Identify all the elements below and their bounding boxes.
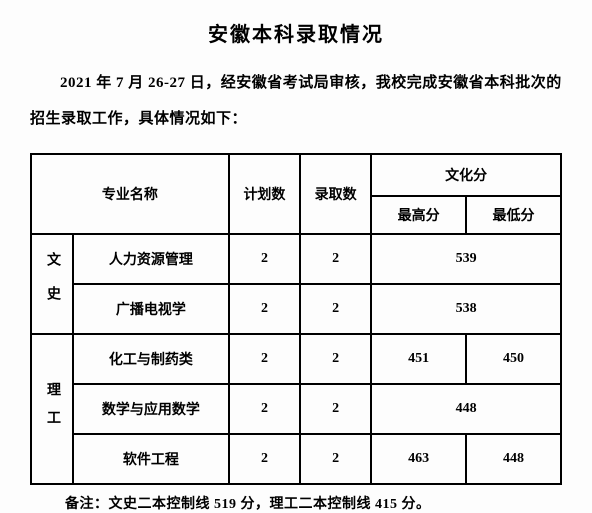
cell-major: 数学与应用数学	[73, 384, 229, 434]
cell-plan: 2	[229, 284, 300, 334]
header-culture: 文化分	[371, 154, 561, 196]
cell-major: 软件工程	[73, 434, 229, 484]
cell-plan: 2	[229, 234, 300, 284]
cell-major: 化工与制药类	[73, 334, 229, 384]
cell-admit: 2	[300, 284, 371, 334]
header-major: 专业名称	[31, 154, 229, 234]
header-low: 最低分	[466, 196, 561, 234]
cell-admit: 2	[300, 434, 371, 484]
cell-major: 广播电视学	[73, 284, 229, 334]
header-high: 最高分	[371, 196, 466, 234]
category-wenshi: 文史	[31, 234, 73, 334]
cell-major: 人力资源管理	[73, 234, 229, 284]
cell-low: 448	[466, 434, 561, 484]
page-title: 安徽本科录取情况	[30, 18, 562, 47]
cell-admit: 2	[300, 334, 371, 384]
cell-high: 451	[371, 334, 466, 384]
cell-admit: 2	[300, 234, 371, 284]
cell-plan: 2	[229, 334, 300, 384]
admission-table: 专业名称 计划数 录取数 文化分 最高分 最低分 文史 人力资源管理 2 2 5…	[30, 153, 562, 485]
cell-score-merged: 539	[371, 234, 561, 284]
intro-text: 2021 年 7 月 26-27 日，经安徽省考试局审核，我校完成安徽省本科批次…	[30, 65, 562, 137]
cell-plan: 2	[229, 434, 300, 484]
cell-high: 463	[371, 434, 466, 484]
cell-plan: 2	[229, 384, 300, 434]
note-text: 备注：文史二本控制线 519 分，理工二本控制线 415 分。	[30, 493, 562, 513]
header-plan: 计划数	[229, 154, 300, 234]
cell-admit: 2	[300, 384, 371, 434]
category-ligong: 理工	[31, 334, 73, 484]
cell-score-merged: 538	[371, 284, 561, 334]
cell-low: 450	[466, 334, 561, 384]
cell-score-merged: 448	[371, 384, 561, 434]
header-admit: 录取数	[300, 154, 371, 234]
